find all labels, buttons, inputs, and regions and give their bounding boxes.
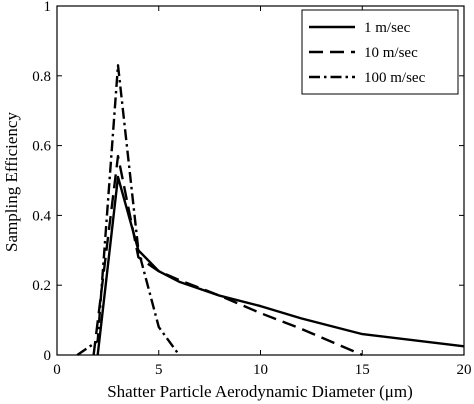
legend: 1 m/sec 10 m/sec 100 m/sec <box>301 9 459 95</box>
y-axis-label: Sampling Efficiency <box>2 112 21 252</box>
legend-label: 100 m/sec <box>364 70 426 86</box>
x-tick-label: 5 <box>155 362 163 378</box>
legend-box <box>301 9 459 95</box>
axis-ticks: 0 5 10 15 20 0 0.2 0.4 0.6 0.8 1 <box>32 0 471 378</box>
x-tick-label: 10 <box>253 362 268 378</box>
y-tick-label: 0.4 <box>32 208 51 224</box>
x-tick-label: 0 <box>53 362 61 378</box>
y-tick-label: 0.2 <box>32 278 51 294</box>
y-tick-label: 0 <box>44 348 52 364</box>
series-line-dashdot <box>76 64 181 356</box>
x-tick-label: 20 <box>457 362 472 378</box>
y-tick-label: 0.8 <box>32 69 51 85</box>
series-lines <box>76 64 465 357</box>
y-tick-label: 0.6 <box>32 139 51 155</box>
series-line-solid <box>96 175 465 356</box>
series-line-dashed <box>92 154 363 357</box>
x-axis-label: Shatter Particle Aerodynamic Diameter (μ… <box>107 382 413 401</box>
legend-label: 1 m/sec <box>364 20 411 36</box>
y-tick-label: 1 <box>44 0 52 15</box>
x-tick-label: 15 <box>355 362 370 378</box>
legend-label: 10 m/sec <box>364 45 418 61</box>
